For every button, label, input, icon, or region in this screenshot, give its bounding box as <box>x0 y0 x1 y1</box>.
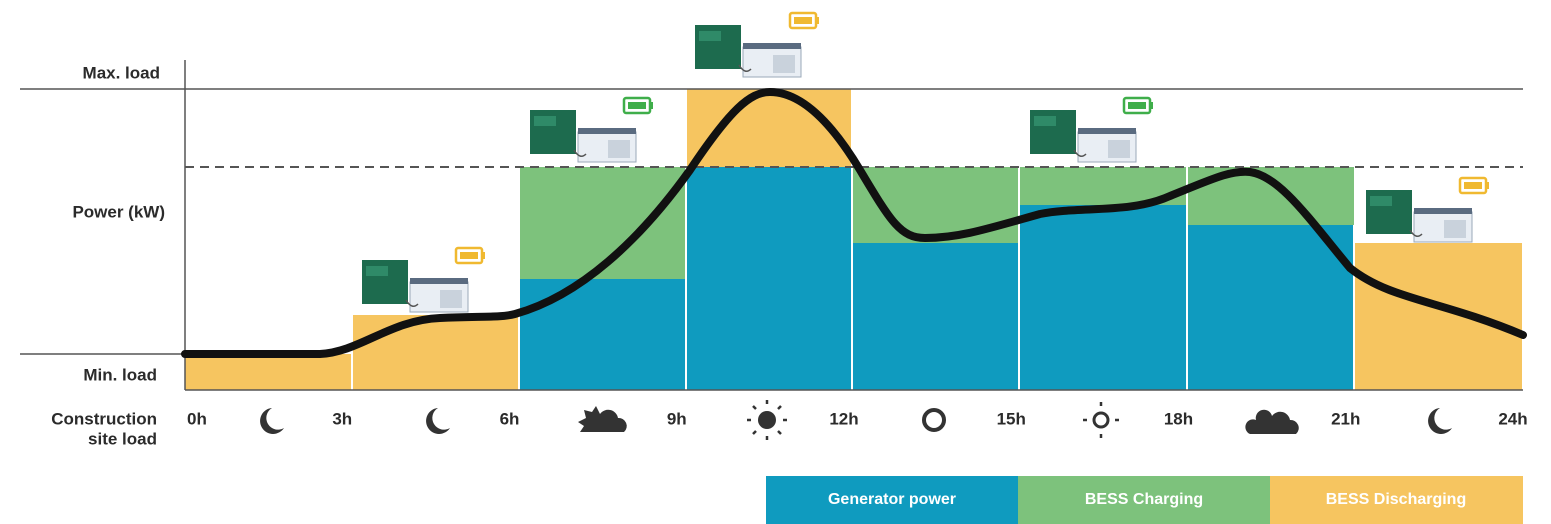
x-tick-label: 9h <box>667 409 687 428</box>
x-axis-title: site load <box>88 429 157 448</box>
equipment-icon <box>362 260 468 312</box>
min-load-label: Min. load <box>83 365 157 384</box>
x-tick-label: 12h <box>829 409 858 428</box>
equipment-icon <box>1030 110 1136 162</box>
legend: Generator power BESS Charging BESS Disch… <box>766 476 1523 524</box>
x-tick-label: 21h <box>1331 409 1360 428</box>
legend-label: BESS Discharging <box>1326 491 1466 508</box>
generator-block <box>1187 225 1354 390</box>
equipment-icon <box>695 25 801 77</box>
discharge-block <box>185 354 352 390</box>
battery-icon <box>790 13 819 28</box>
battery-icon <box>624 98 653 113</box>
moon-icon <box>260 408 284 434</box>
legend-label: Generator power <box>828 491 956 508</box>
max-load-label: Max. load <box>83 63 160 82</box>
x-tick-label: 0h <box>187 409 207 428</box>
x-tick-label: 24h <box>1498 409 1527 428</box>
equipment-icon <box>530 110 636 162</box>
discharge-block <box>1354 243 1522 390</box>
x-tick-label: 6h <box>500 409 520 428</box>
battery-icon <box>1460 178 1489 193</box>
legend-label: BESS Charging <box>1085 491 1203 508</box>
x-tick-label: 18h <box>1164 409 1193 428</box>
x-ticks: 0h 3h 6h 9h 12h 15h 18h 21h 24h <box>187 409 1528 428</box>
x-tick-label: 15h <box>997 409 1026 428</box>
moon-icon <box>426 408 450 434</box>
diagram: Max. load Power (kW) Min. load Construct… <box>0 0 1551 524</box>
battery-icon <box>456 248 485 263</box>
sunrise-icon <box>578 406 627 432</box>
discharge-block <box>352 315 519 390</box>
x-axis-title: Construction <box>51 409 157 428</box>
generator-block <box>852 243 1019 390</box>
sun-icon <box>1094 413 1108 427</box>
y-axis-title: Power (kW) <box>72 202 165 221</box>
moon-icon <box>1428 408 1452 434</box>
equipment-icon <box>1366 190 1472 242</box>
x-tick-label: 3h <box>332 409 352 428</box>
page: {"y_axis": {"max_label": "Max. load", "t… <box>0 0 1551 524</box>
generator-block <box>686 167 852 390</box>
sun-icon <box>924 410 944 430</box>
bars <box>185 89 1522 390</box>
sunset-icon <box>1245 410 1298 434</box>
sun-icon <box>758 411 776 429</box>
generator-block <box>1019 205 1187 390</box>
battery-icon <box>1124 98 1153 113</box>
generator-block <box>519 279 686 390</box>
